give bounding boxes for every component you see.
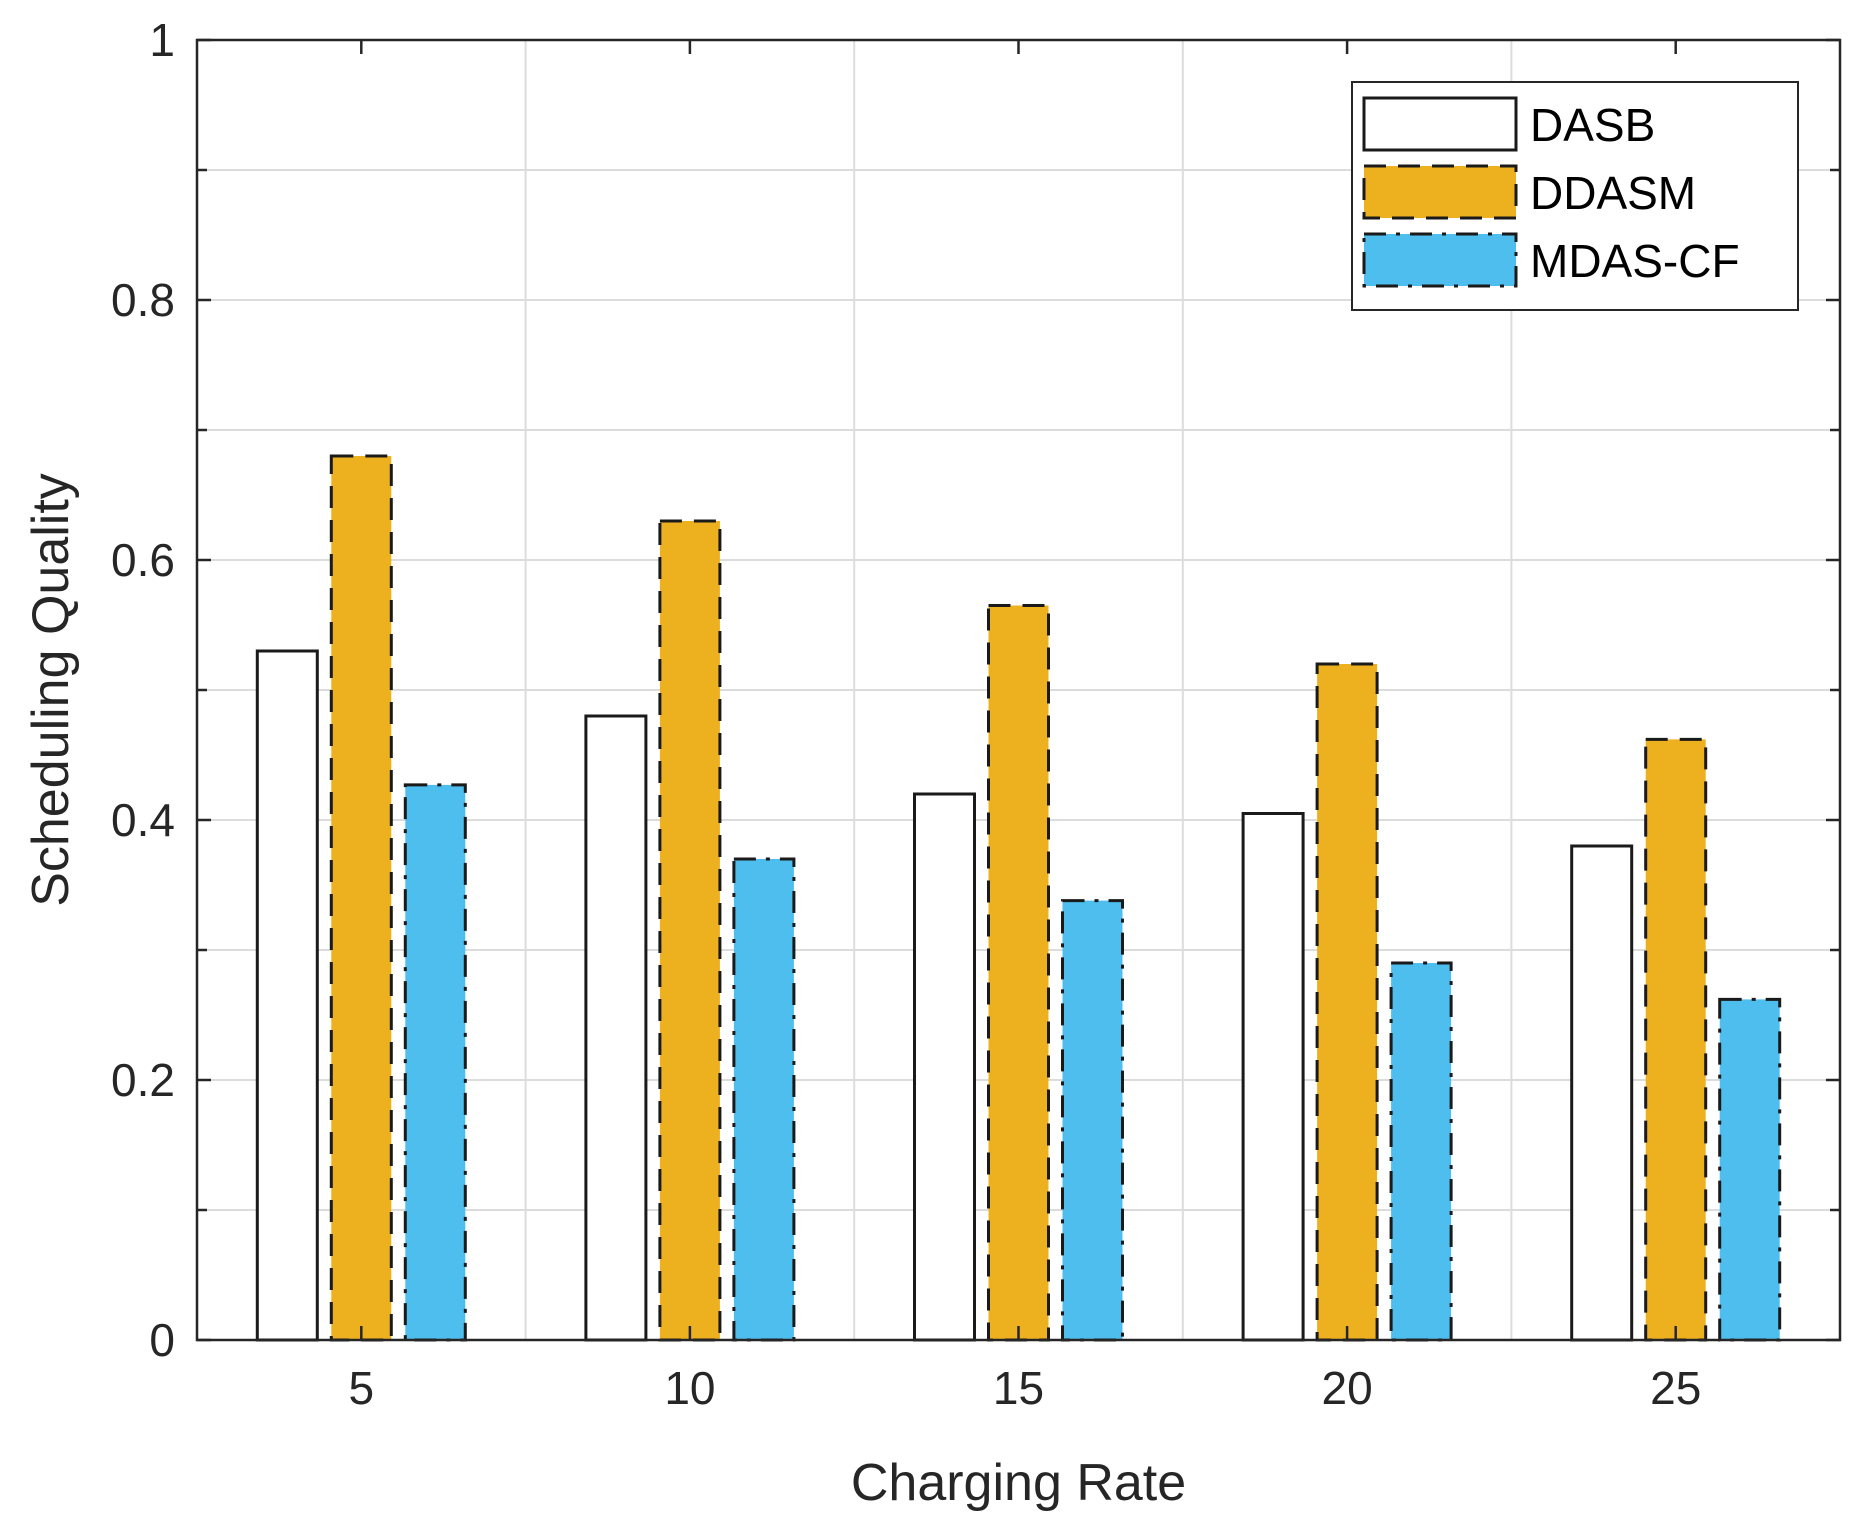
bar-dasb-25	[1570, 844, 1634, 1342]
legend-label-mdas-cf: MDAS-CF	[1530, 235, 1740, 287]
y-tick-label-2: 0.4	[111, 794, 175, 846]
y-tick-label-4: 0.8	[111, 274, 175, 326]
legend-swatch-mdas-cf	[1362, 232, 1518, 288]
legend-label-ddasm: DDASM	[1530, 167, 1696, 219]
x-tick-label-5: 5	[349, 1362, 375, 1414]
y-tick-label-3: 0.6	[111, 534, 175, 586]
axes	[195, 38, 1842, 1342]
bar-dasb-20	[1241, 812, 1305, 1342]
bar-mdas-cf-10	[732, 857, 796, 1342]
x-tick-label-15: 15	[993, 1362, 1044, 1414]
bar-ddasm-25	[1644, 737, 1708, 1342]
bar-dasb-15	[913, 792, 976, 1342]
bar-mdas-cf-5	[403, 783, 467, 1342]
legend-swatch-ddasm	[1362, 164, 1518, 220]
bar-ddasm-5	[329, 454, 393, 1342]
bar-ddasm-15	[987, 604, 1050, 1342]
bar-dasb-10	[584, 714, 648, 1342]
bar-ddasm-10	[658, 519, 722, 1342]
y-tick-label-5: 1	[149, 14, 175, 66]
bar-mdas-cf-20	[1389, 961, 1453, 1342]
tick-labels: 00.20.40.60.815 10 15 20 25	[111, 14, 1701, 1414]
legend: DASB DDASM MDAS-CF	[1351, 81, 1799, 311]
y-tick-label-1: 0.2	[111, 1054, 175, 1106]
bars	[255, 454, 1782, 1342]
y-axis-label: Scheduling Quality	[22, 473, 80, 907]
x-tick-label-10: 10	[664, 1362, 715, 1414]
legend-swatch-dasb	[1362, 96, 1518, 152]
legend-label-dasb: DASB	[1530, 99, 1655, 151]
bar-ddasm-20	[1315, 662, 1379, 1342]
x-axis-label: Charging Rate	[851, 1454, 1186, 1512]
x-tick-label-25: 25	[1650, 1362, 1701, 1414]
bar-mdas-cf-15	[1061, 899, 1124, 1342]
y-tick-label-0: 0	[149, 1314, 175, 1366]
x-tick-label-20: 20	[1322, 1362, 1373, 1414]
bar-mdas-cf-25	[1718, 997, 1782, 1342]
bar-dasb-5	[255, 649, 319, 1342]
